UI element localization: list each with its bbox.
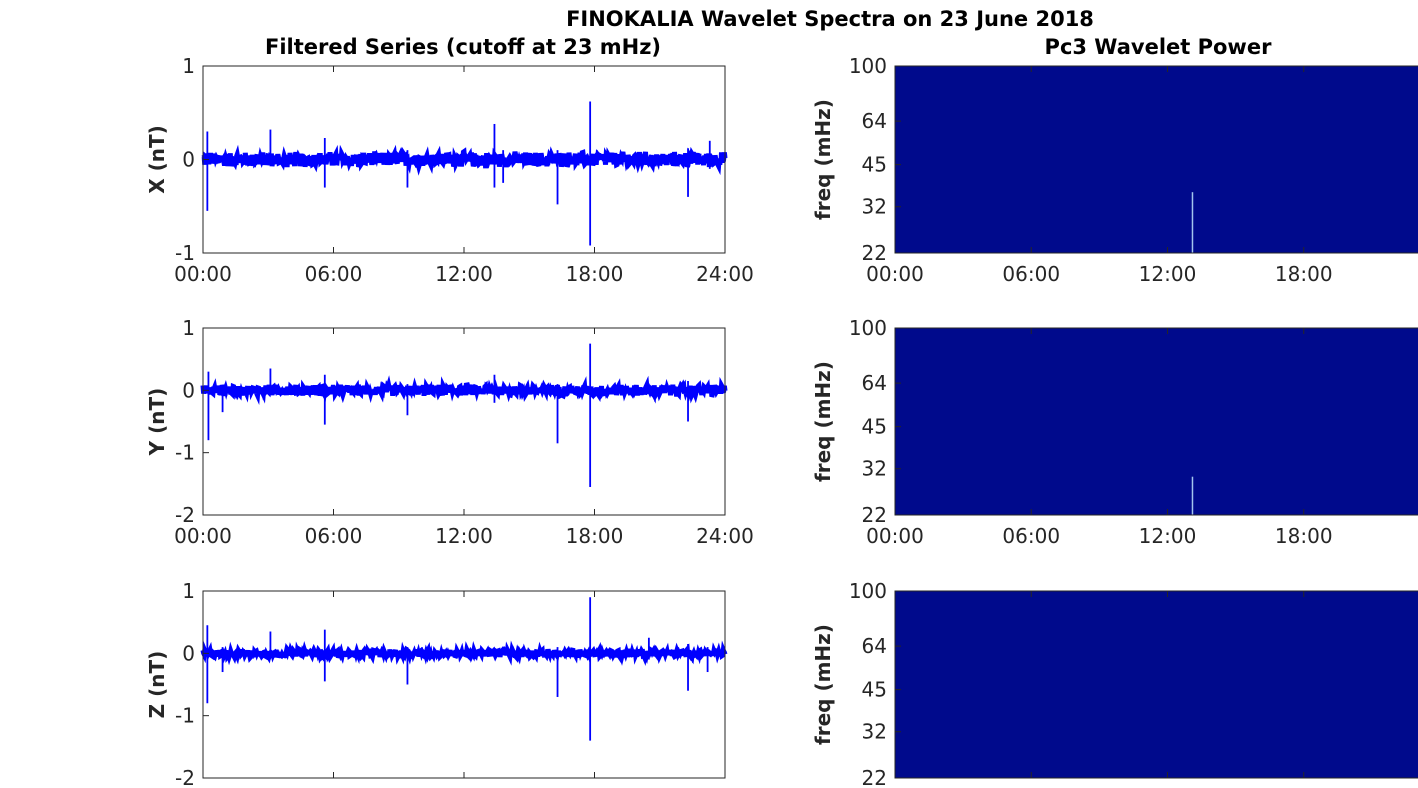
x-tick-label: 06:00: [305, 262, 363, 286]
x-tick-label: 06:00: [1002, 524, 1060, 548]
power-map: [895, 328, 1418, 515]
y-tick-label: 32: [862, 457, 887, 481]
left-column-title: Filtered Series (cutoff at 23 mHz): [265, 35, 661, 59]
y-axis-label: Z (nT): [145, 651, 169, 719]
y-tick-label: 0: [182, 641, 195, 665]
y-tick-label: 1: [182, 54, 195, 78]
x-tick-label: 06:00: [305, 524, 363, 548]
figure-title: FINOKALIA Wavelet Spectra on 23 June 201…: [566, 7, 1094, 31]
y-tick-label: 45: [862, 415, 887, 439]
x-tick-label: 18:00: [1275, 262, 1333, 286]
y-tick-label: -1: [175, 704, 195, 728]
y-axis-label: X (nT): [145, 125, 169, 194]
panel-0: -1 0 1 00:00 06:00 12:00 18:00 24:00 X (nT): [145, 54, 754, 286]
right-column-title: Pc3 Wavelet Power: [1045, 35, 1273, 59]
series-noise-band: [200, 375, 728, 405]
x-tick-label: 00:00: [866, 524, 924, 548]
x-tick-label: 12:00: [435, 262, 493, 286]
y-tick-label: 1: [182, 316, 195, 340]
axes-frame: [202, 327, 726, 516]
panel-2: -2 -1 0 1 00:00 06:00 12:00 18:00 24:00 Y (nT): [145, 316, 754, 548]
y-tick-label: 64: [862, 371, 887, 395]
y-tick-label: 32: [862, 720, 887, 744]
y-axis-label: freq (mHz): [811, 99, 835, 220]
y-tick-label: 22: [862, 503, 887, 527]
axes-frame: [202, 590, 726, 779]
x-tick-label: 24:00: [696, 262, 754, 286]
y-tick-label: -2: [175, 766, 195, 788]
panel-5: 100 64 45 32 22 freq (mHz): [811, 579, 1418, 788]
y-tick-label: -2: [175, 503, 195, 527]
y-tick-label: 22: [862, 241, 887, 265]
y-tick-label: 100: [849, 579, 887, 603]
y-tick-label: -1: [175, 241, 195, 265]
x-tick-label: 12:00: [435, 524, 493, 548]
y-axis-label: freq (mHz): [811, 361, 835, 482]
y-tick-label: 45: [862, 153, 887, 177]
y-tick-label: 100: [849, 54, 887, 78]
x-tick-label: 06:00: [1002, 262, 1060, 286]
x-tick-label: 00:00: [866, 262, 924, 286]
y-tick-label: 64: [862, 109, 887, 133]
power-map: [895, 591, 1418, 778]
y-tick-label: 32: [862, 195, 887, 219]
y-axis-label: freq (mHz): [811, 624, 835, 745]
x-tick-label: 24:00: [696, 524, 754, 548]
x-tick-label: 00:00: [174, 524, 232, 548]
y-tick-label: 0: [182, 378, 195, 402]
y-tick-label: 1: [182, 579, 195, 603]
y-tick-label: 100: [849, 316, 887, 340]
x-tick-label: 18:00: [566, 262, 624, 286]
y-tick-label: 0: [182, 148, 195, 172]
series-noise-band: [200, 640, 728, 667]
y-axis-label: Y (nT): [145, 388, 169, 457]
y-tick-label: 64: [862, 634, 887, 658]
y-tick-label: -1: [175, 441, 195, 465]
series-noise-band: [201, 144, 728, 176]
power-map: [895, 66, 1418, 253]
panel-4: -2 -1 0 1 Z (nT): [145, 579, 728, 788]
x-tick-label: 12:00: [1139, 524, 1197, 548]
x-tick-label: 12:00: [1139, 262, 1197, 286]
x-tick-label: 18:00: [566, 524, 624, 548]
x-tick-label: 18:00: [1275, 524, 1333, 548]
y-tick-label: 22: [862, 766, 887, 788]
y-tick-label: 45: [862, 678, 887, 702]
x-tick-label: 00:00: [174, 262, 232, 286]
